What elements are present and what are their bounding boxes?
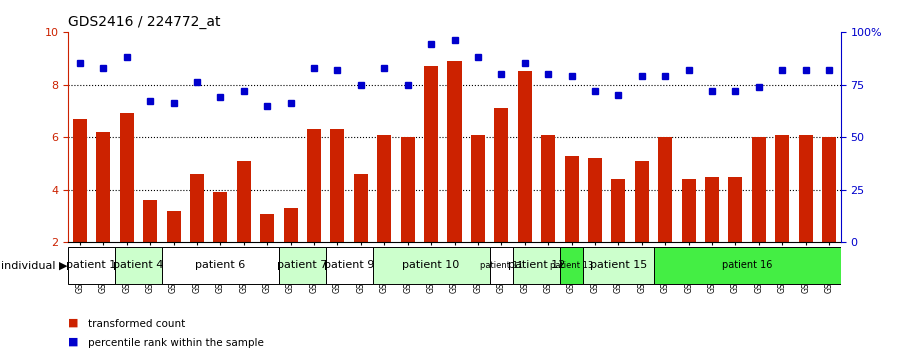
Bar (775, 135, 789, 242)
FancyBboxPatch shape (373, 247, 490, 284)
Bar (214, 193, 227, 242)
Text: patient 13: patient 13 (550, 261, 594, 270)
Bar (728, 177, 743, 242)
Text: GDS2416 / 224772_at: GDS2416 / 224772_at (68, 16, 221, 29)
Bar (541, 135, 555, 242)
Bar (190, 174, 204, 242)
Bar (822, 137, 836, 242)
Bar (330, 129, 345, 242)
Text: individual ▶: individual ▶ (1, 261, 67, 270)
Bar (588, 158, 602, 242)
FancyBboxPatch shape (584, 247, 654, 284)
FancyBboxPatch shape (162, 247, 279, 284)
FancyBboxPatch shape (325, 247, 373, 284)
Bar (260, 213, 275, 242)
Bar (564, 156, 579, 242)
Text: patient 7: patient 7 (277, 261, 327, 270)
Text: patient 9: patient 9 (324, 261, 375, 270)
FancyBboxPatch shape (279, 247, 325, 284)
Bar (96, 132, 110, 242)
FancyBboxPatch shape (490, 247, 513, 284)
Text: percentile rank within the sample: percentile rank within the sample (88, 338, 264, 348)
Text: patient 16: patient 16 (722, 261, 773, 270)
FancyBboxPatch shape (560, 247, 584, 284)
Text: patient 6: patient 6 (195, 261, 245, 270)
Text: transformed count: transformed count (88, 319, 185, 329)
Bar (143, 200, 157, 242)
Bar (425, 66, 438, 242)
Bar (518, 72, 532, 242)
Text: patient 4: patient 4 (114, 261, 164, 270)
FancyBboxPatch shape (513, 247, 560, 284)
Bar (447, 61, 462, 242)
Bar (471, 135, 484, 242)
FancyBboxPatch shape (115, 247, 162, 284)
Text: patient 11: patient 11 (480, 261, 523, 270)
Text: patient 12: patient 12 (508, 261, 565, 270)
Bar (705, 177, 719, 242)
Bar (284, 208, 297, 242)
Bar (401, 137, 415, 242)
Bar (377, 135, 391, 242)
Bar (494, 108, 508, 242)
Text: ■: ■ (68, 318, 79, 327)
FancyBboxPatch shape (654, 247, 841, 284)
Bar (634, 161, 649, 242)
Text: patient 10: patient 10 (403, 261, 460, 270)
Bar (120, 114, 134, 242)
Bar (799, 135, 813, 242)
Text: patient 15: patient 15 (590, 261, 647, 270)
Text: ■: ■ (68, 337, 79, 347)
Bar (236, 161, 251, 242)
Bar (682, 179, 695, 242)
Text: patient 1: patient 1 (66, 261, 116, 270)
Bar (166, 211, 181, 242)
Bar (752, 137, 766, 242)
Bar (612, 179, 625, 242)
FancyBboxPatch shape (68, 247, 115, 284)
Bar (354, 174, 368, 242)
Bar (658, 137, 673, 242)
Bar (307, 129, 321, 242)
Bar (73, 119, 87, 242)
